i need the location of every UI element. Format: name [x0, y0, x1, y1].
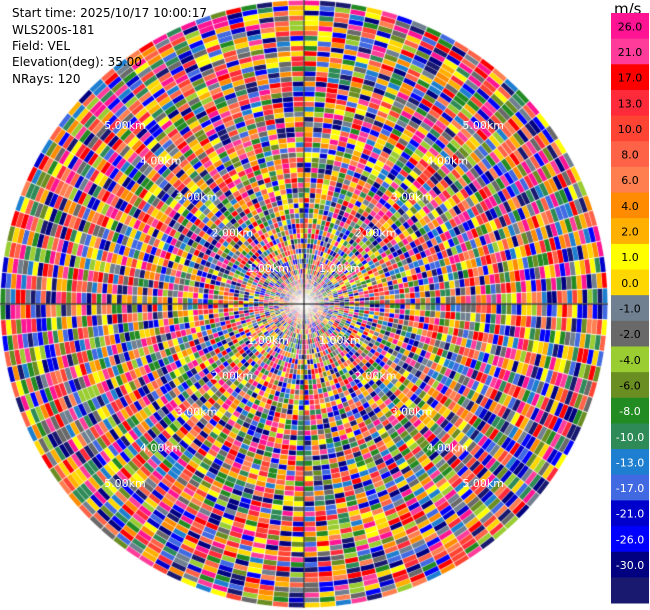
nrays-label: NRays: 120: [12, 72, 81, 86]
colorbar-unit-label: m/s: [614, 0, 642, 18]
instrument-label: WLS200s-181: [12, 23, 95, 37]
field-label: Field: VEL: [12, 39, 71, 53]
start-time-label: Start time: 2025/10/17 10:00:17: [12, 6, 207, 20]
elevation-label: Elevation(deg): 35.00: [12, 55, 142, 69]
